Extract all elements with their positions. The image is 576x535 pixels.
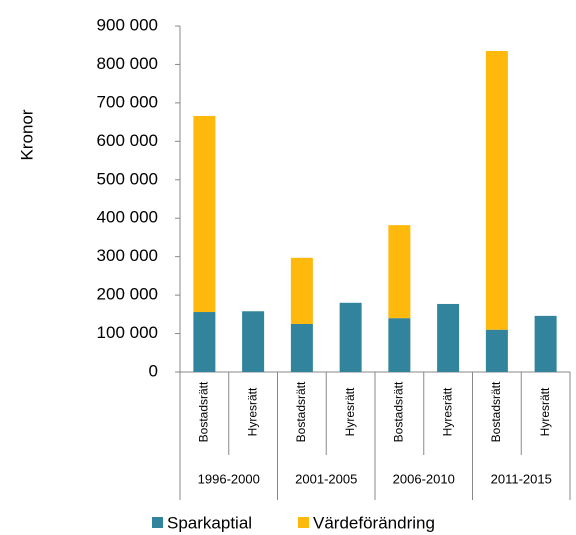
bar-segment [388, 225, 411, 319]
bar-segment [534, 315, 557, 372]
y-tick-label: 0 [149, 361, 158, 380]
x-tick-label: Bostadsrätt [489, 381, 503, 442]
y-tick-label: 400 000 [97, 208, 158, 227]
x-tick-label: Hyresrätt [343, 387, 357, 436]
x-tick-label: Hyresrätt [440, 387, 454, 436]
legend-swatch [152, 517, 163, 528]
x-tick-label: Bostadsrätt [197, 381, 211, 442]
x-tick-label: Bostadsrätt [392, 381, 406, 442]
legend-swatch [298, 517, 309, 528]
group-label: 1996-2000 [198, 471, 260, 486]
group-label: 2011-2015 [491, 471, 552, 486]
y-tick-label: 900 000 [97, 15, 158, 34]
bar-segment [339, 302, 362, 372]
legend-label: Värdeförändring [313, 513, 435, 532]
y-tick-label: 800 000 [97, 54, 158, 73]
y-tick-label: 100 000 [97, 323, 158, 342]
legend-label: Sparkaptial [167, 513, 252, 532]
y-axis-label: Kronor [17, 109, 36, 160]
y-tick-label: 200 000 [97, 285, 158, 304]
bar-segment [485, 50, 508, 330]
bar-segment [290, 323, 313, 372]
bar-segment [388, 318, 411, 372]
bar-segment [290, 257, 313, 324]
group-label: 2001-2005 [295, 471, 357, 486]
x-tick-label: Hyresrätt [245, 387, 259, 436]
bar-segment [485, 329, 508, 372]
x-tick-label: Hyresrätt [538, 387, 552, 436]
bar-segment [193, 312, 216, 372]
x-tick-label: Bostadsrätt [294, 381, 308, 442]
y-tick-label: 600 000 [97, 131, 158, 150]
bar-segment [193, 115, 216, 313]
bar-segment [242, 311, 265, 372]
y-tick-label: 700 000 [97, 92, 158, 111]
y-tick-label: 300 000 [97, 246, 158, 265]
y-tick-label: 500 000 [97, 169, 158, 188]
group-label: 2006-2010 [393, 471, 455, 486]
bar-segment [437, 303, 460, 372]
